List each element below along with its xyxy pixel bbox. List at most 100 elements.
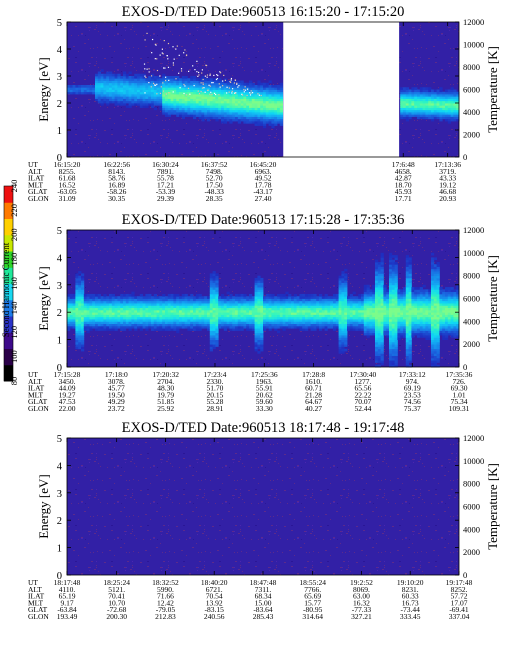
- band-cell: [190, 109, 194, 113]
- band-cell: [310, 328, 314, 331]
- band-cell: [97, 91, 101, 95]
- y2-tick-label: 4000: [463, 524, 480, 534]
- colorbar-tick-label: 160: [9, 277, 19, 290]
- band-cell: [431, 268, 435, 272]
- band-cell: [209, 307, 213, 311]
- band-cell: [190, 85, 194, 88]
- band-cell: [243, 303, 247, 306]
- band-cell: [83, 293, 87, 297]
- y-tick-label: 5: [57, 226, 62, 237]
- band-cell: [218, 307, 222, 311]
- band-cell: [240, 82, 244, 86]
- band-cell: [260, 314, 264, 318]
- band-cell: [347, 314, 351, 318]
- band-cell: [209, 85, 213, 88]
- band-cell: [209, 107, 213, 111]
- band-cell: [249, 309, 253, 313]
- band-cell: [341, 335, 345, 338]
- band-cell: [207, 305, 211, 309]
- band-cell: [447, 91, 451, 95]
- band-cell: [436, 96, 440, 99]
- band-cell: [117, 321, 121, 325]
- band-cell: [408, 264, 412, 267]
- band-cell: [358, 321, 362, 325]
- band-cell: [436, 332, 440, 336]
- band-cell: [209, 87, 213, 90]
- band-cell: [209, 346, 213, 350]
- band-cell: [358, 316, 362, 320]
- band-cell: [456, 316, 460, 320]
- band-cell: [394, 293, 398, 297]
- band-cell: [134, 298, 138, 302]
- band-cell: [72, 312, 76, 315]
- band-cell: [232, 105, 236, 108]
- band-cell: [260, 85, 264, 88]
- orbit-cell: 7891.: [157, 167, 174, 176]
- band-cell: [81, 280, 85, 283]
- band-cell: [394, 357, 398, 361]
- band-cell: [229, 305, 233, 309]
- scatter-point: [260, 94, 262, 97]
- band-cell: [89, 312, 93, 315]
- band-cell: [417, 105, 421, 108]
- band-cell: [394, 300, 398, 304]
- band-cell: [109, 300, 113, 304]
- band-cell: [100, 309, 104, 313]
- band-cell: [361, 328, 365, 331]
- band-cell: [361, 309, 365, 313]
- band-cell: [229, 298, 233, 302]
- band-cell: [181, 298, 185, 302]
- band-cell: [243, 98, 247, 102]
- band-cell: [207, 103, 211, 106]
- band-cell: [209, 91, 213, 95]
- band-cell: [377, 341, 381, 345]
- scatter-point: [156, 69, 159, 72]
- band-cell: [167, 112, 171, 115]
- band-cell: [223, 112, 227, 115]
- band-cell: [232, 116, 236, 120]
- band-cell: [167, 321, 171, 325]
- band-cell: [167, 319, 171, 322]
- band-cell: [212, 328, 216, 331]
- band-cell: [366, 332, 370, 336]
- band-cell: [453, 316, 457, 320]
- y-tick-label: 1: [57, 336, 62, 347]
- band-cell: [246, 328, 250, 331]
- orbit-cell: 70.07: [355, 397, 372, 406]
- band-cell: [310, 296, 314, 299]
- band-cell: [142, 298, 146, 302]
- band-cell: [109, 296, 113, 299]
- band-cell: [358, 300, 362, 304]
- band-cell: [120, 87, 124, 90]
- band-cell: [170, 94, 174, 97]
- band-cell: [103, 94, 107, 97]
- orbit-cell: 70.41: [108, 592, 125, 601]
- band-cell: [341, 337, 345, 340]
- band-cell: [75, 303, 79, 306]
- band-cell: [165, 307, 169, 311]
- band-cell: [232, 109, 236, 113]
- band-cell: [431, 357, 435, 361]
- band-cell: [389, 282, 393, 286]
- band-cell: [100, 321, 104, 325]
- band-cell: [453, 116, 457, 120]
- band-cell: [83, 314, 87, 318]
- band-cell: [165, 96, 169, 99]
- band-cell: [341, 289, 345, 293]
- band-cell: [436, 261, 440, 265]
- band-cell: [75, 335, 79, 338]
- band-cell: [313, 312, 317, 315]
- band-cell: [403, 303, 407, 306]
- band-cell: [344, 284, 348, 288]
- band-cell: [397, 307, 401, 311]
- band-cell: [237, 328, 241, 331]
- band-cell: [417, 89, 421, 93]
- band-cell: [235, 314, 239, 318]
- band-cell: [431, 266, 435, 270]
- panel-3: EXOS-D/TED Date:960513 18:17:48 - 19:17:…: [28, 420, 500, 621]
- band-cell: [232, 118, 236, 122]
- band-cell: [299, 316, 303, 320]
- band-cell: [394, 337, 398, 340]
- orbit-cell: 58.76: [108, 174, 125, 183]
- band-cell: [134, 312, 138, 315]
